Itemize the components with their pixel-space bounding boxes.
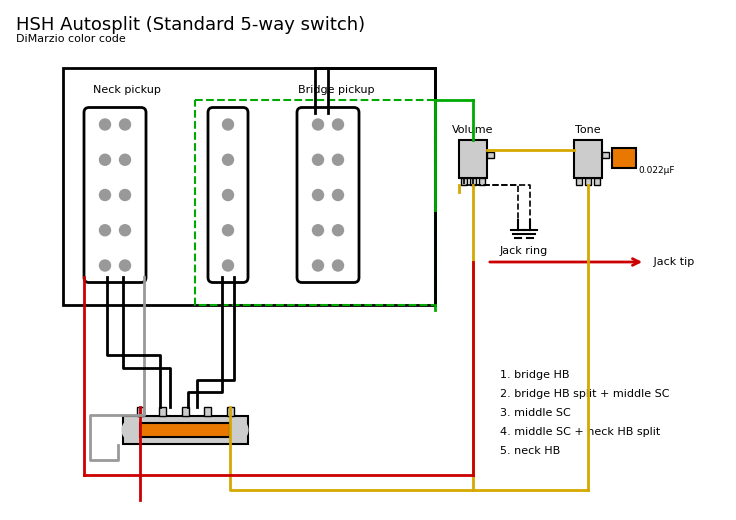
Bar <box>612 148 636 168</box>
Bar <box>585 178 591 185</box>
Text: 3. middle SC: 3. middle SC <box>500 408 570 418</box>
FancyBboxPatch shape <box>208 108 248 282</box>
Text: DiMarzio color code: DiMarzio color code <box>16 34 126 44</box>
Bar <box>594 178 600 185</box>
Circle shape <box>222 225 233 236</box>
Bar <box>195 100 435 305</box>
Circle shape <box>225 419 247 441</box>
Bar <box>159 407 166 416</box>
Circle shape <box>333 225 344 236</box>
Bar <box>122 416 247 444</box>
Circle shape <box>99 189 110 201</box>
FancyBboxPatch shape <box>297 108 359 282</box>
FancyBboxPatch shape <box>84 108 146 282</box>
Circle shape <box>99 154 110 165</box>
Circle shape <box>313 154 324 165</box>
Bar <box>63 68 435 305</box>
Circle shape <box>119 225 130 236</box>
Circle shape <box>222 189 233 201</box>
Bar <box>140 423 230 437</box>
Circle shape <box>99 119 110 130</box>
Text: Tone: Tone <box>576 125 601 135</box>
Circle shape <box>333 189 344 201</box>
Bar <box>487 152 494 158</box>
Text: 2. bridge HB split + middle SC: 2. bridge HB split + middle SC <box>500 389 670 399</box>
Circle shape <box>99 260 110 271</box>
Bar <box>227 407 233 416</box>
Bar <box>136 407 144 416</box>
Bar <box>574 140 602 178</box>
Circle shape <box>313 225 324 236</box>
Circle shape <box>313 119 324 130</box>
Circle shape <box>119 260 130 271</box>
Circle shape <box>222 154 233 165</box>
Text: 4. middle SC + neck HB split: 4. middle SC + neck HB split <box>500 427 660 437</box>
Text: HSH Autosplit (Standard 5-way switch): HSH Autosplit (Standard 5-way switch) <box>16 16 365 34</box>
Circle shape <box>122 419 144 441</box>
Circle shape <box>333 154 344 165</box>
Circle shape <box>222 260 233 271</box>
Text: 0.022μF: 0.022μF <box>638 166 674 175</box>
Circle shape <box>313 189 324 201</box>
Text: Jack tip: Jack tip <box>650 257 694 267</box>
Circle shape <box>119 119 130 130</box>
Bar <box>576 178 582 185</box>
Bar <box>461 178 467 185</box>
Circle shape <box>119 189 130 201</box>
Bar <box>470 178 476 185</box>
Text: 5. neck HB: 5. neck HB <box>500 446 560 456</box>
Bar <box>479 178 485 185</box>
Circle shape <box>222 119 233 130</box>
Circle shape <box>313 260 324 271</box>
Circle shape <box>333 119 344 130</box>
Bar <box>204 407 211 416</box>
Text: Neck pickup: Neck pickup <box>93 85 161 95</box>
Bar <box>602 152 609 158</box>
Circle shape <box>119 154 130 165</box>
Text: Jack ring: Jack ring <box>500 246 548 256</box>
Text: Volume: Volume <box>452 125 494 135</box>
Text: Bridge pickup: Bridge pickup <box>298 85 375 95</box>
Bar <box>459 140 487 178</box>
Circle shape <box>99 225 110 236</box>
Bar <box>182 407 188 416</box>
Text: 1. bridge HB: 1. bridge HB <box>500 370 570 380</box>
Circle shape <box>333 260 344 271</box>
